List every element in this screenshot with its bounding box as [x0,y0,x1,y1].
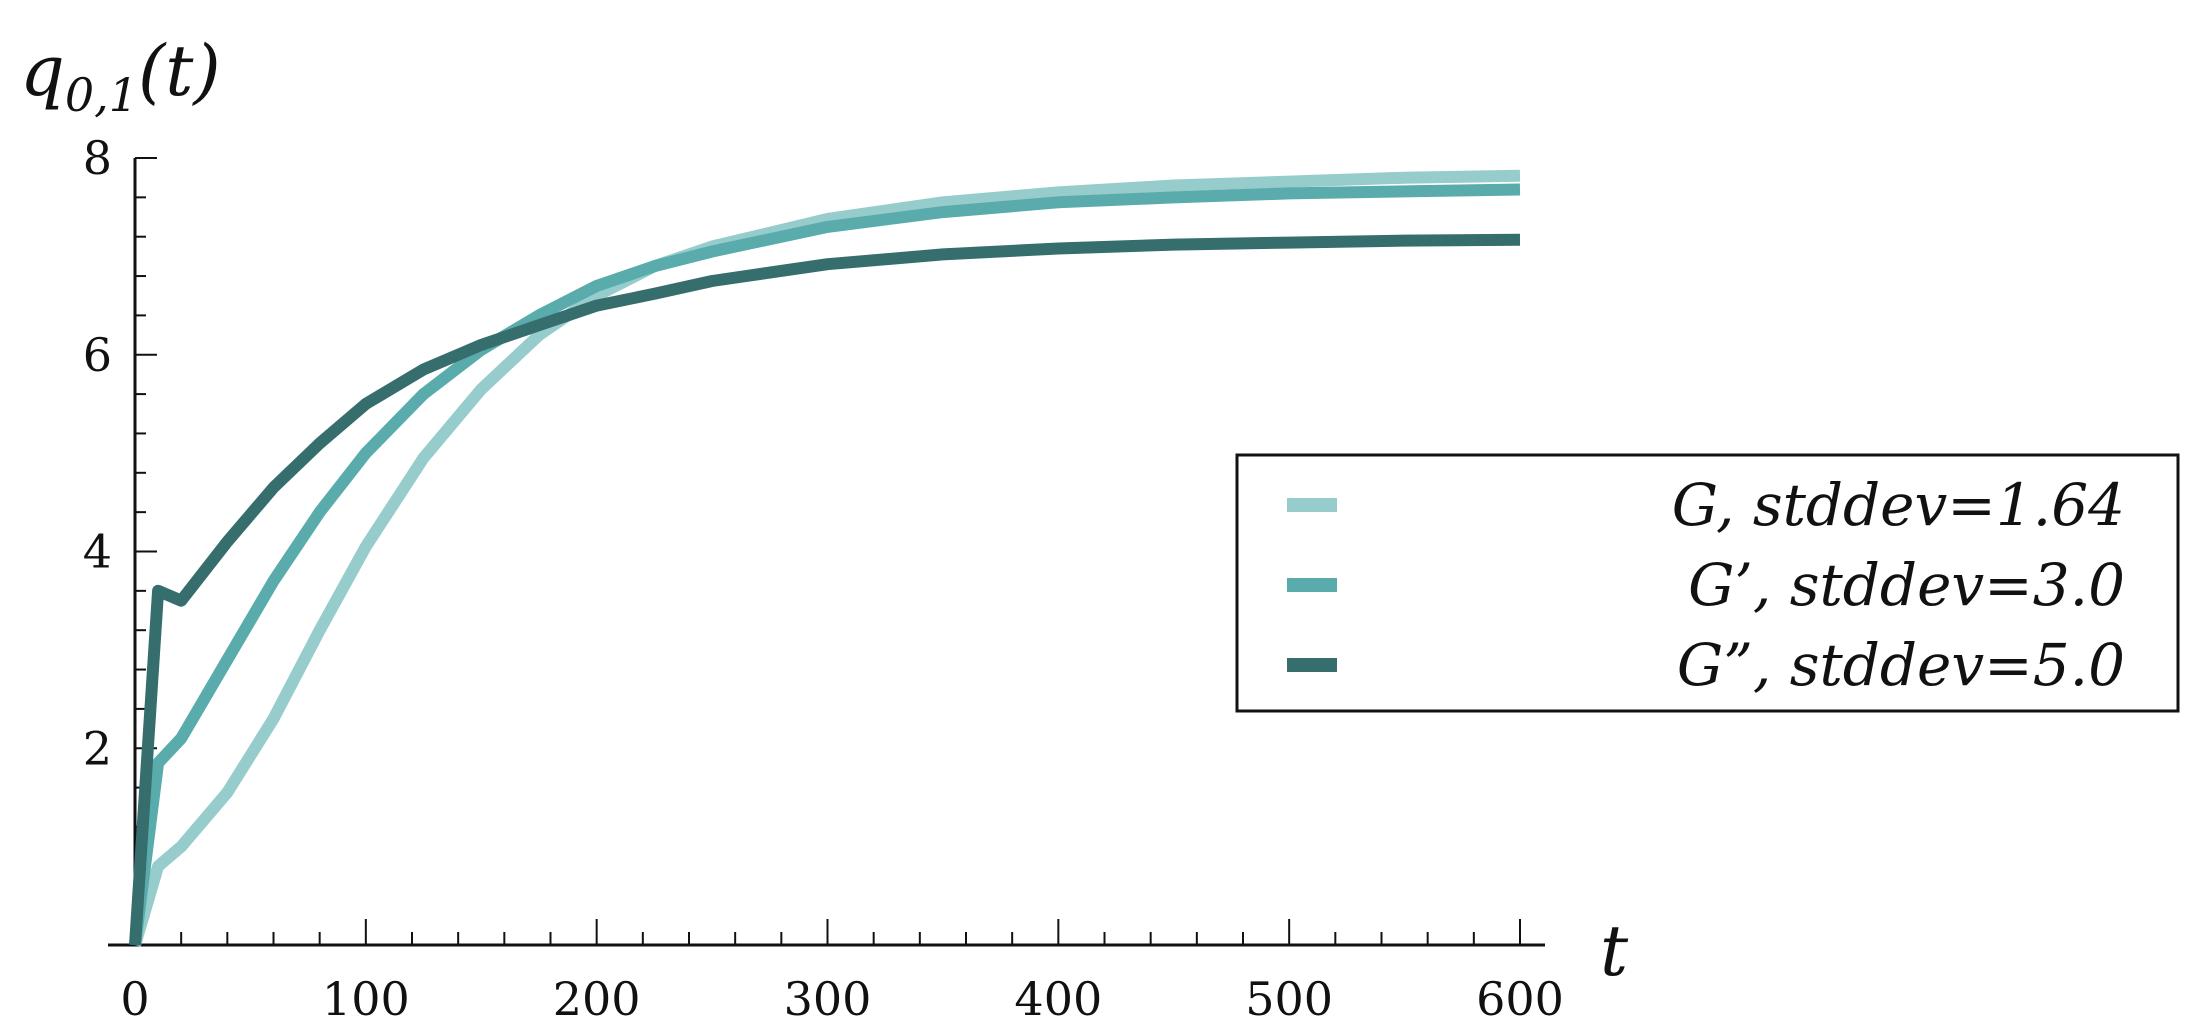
legend-items: G, stddev=1.64 G’, stddev=3.0 G”, stddev=5… [1287,471,2125,699]
y-tick-label: 4 [83,525,112,579]
x-tick-label: 300 [784,972,872,1026]
y-axis-title-main: q [20,30,65,112]
x-axis-title: t [1600,910,1629,992]
y-axis-title: q0,1(t) [20,30,221,122]
series-line-3 [129,233,1521,946]
x-tick-label: 0 [120,972,149,1026]
legend-box [1235,453,2180,713]
x-tick-label: 400 [1014,972,1102,1026]
x-tick-label: 600 [1476,972,1564,1026]
tick-labels: 0 100 200 300 400 500 600 2 4 6 8 [83,131,1564,1026]
legend-label-1: G, stddev=1.64 [1672,471,2125,539]
x-tick-label: 200 [553,972,641,1026]
x-tick-label: 100 [322,972,410,1026]
y-tick-label: 2 [83,721,112,775]
legend-label-3: G”, stddev=5.0 [1677,631,2125,699]
legend-label-2: G’, stddev=3.0 [1688,551,2125,619]
y-axis-title-subscript: 0,1 [65,68,138,122]
series-lines [129,169,1521,947]
y-axis-title-suffix: (t) [138,30,221,112]
legend: G, stddev=1.64 G’, stddev=3.0 G”, stddev=5… [1235,453,2180,713]
y-tick-label: 6 [83,328,112,382]
x-tick-label: 500 [1245,972,1333,1026]
series-line-2 [129,183,1521,946]
y-tick-label: 8 [83,131,112,185]
